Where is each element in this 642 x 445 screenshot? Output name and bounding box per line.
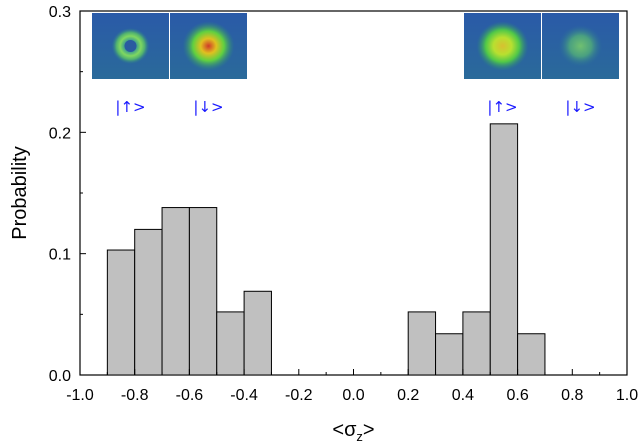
ring-center — [124, 40, 137, 52]
inset-image-0 — [92, 13, 169, 79]
histogram-bar-7 — [435, 333, 464, 376]
x-tick-label: 0.8 — [561, 387, 583, 404]
histogram-bar-0 — [106, 249, 136, 376]
x-tick-label: 0.6 — [506, 387, 528, 404]
state-image-insets: |↑> |↓> |↑> |↓> — [92, 13, 619, 116]
histogram-bar-1 — [134, 228, 163, 376]
y-axis-title: Probability — [9, 146, 31, 239]
x-tick-label: -0.4 — [230, 387, 258, 404]
histogram-bar-8 — [462, 311, 491, 376]
inset-image-3 — [542, 13, 619, 79]
spin-state-label: |↓> — [193, 98, 223, 116]
y-tick-label: 0.3 — [49, 4, 71, 21]
y-axis-ticks: 0.0 0.1 0.2 0.3 — [49, 4, 86, 385]
x-tick-label: 0.0 — [342, 387, 364, 404]
spin-state-label: |↓> — [565, 98, 595, 116]
inset-image-2 — [464, 13, 541, 79]
inset-image-1 — [170, 13, 247, 79]
atom-cloud-spot — [476, 21, 529, 71]
x-tick-label: 0.4 — [452, 387, 474, 404]
spin-state-label: |↑> — [487, 98, 517, 116]
spin-state-label: |↑> — [115, 98, 145, 116]
histogram-bars — [106, 123, 546, 376]
histogram-bar-2 — [161, 207, 190, 376]
y-tick-label: 0.1 — [49, 247, 71, 264]
x-tick-label: -0.8 — [121, 387, 149, 404]
histogram-bar-5 — [243, 290, 272, 376]
histogram-bar-4 — [216, 311, 245, 376]
x-axis-ticks: -1.0 -0.8 -0.6 -0.4 -0.2 0.0 0.2 0.4 0.6 0.8 1.0 — [66, 369, 638, 404]
x-tick-label: -1.0 — [66, 387, 94, 404]
x-tick-label: 0.2 — [397, 387, 419, 404]
x-axis-title: <σz> — [332, 419, 374, 444]
atom-cloud-spot — [558, 25, 603, 67]
y-tick-label: 0.2 — [49, 125, 71, 142]
histogram-bar-9 — [489, 123, 519, 376]
x-tick-label: -0.2 — [285, 387, 313, 404]
histogram-bar-6 — [407, 311, 437, 376]
x-tick-label: 1.0 — [616, 387, 638, 404]
atom-cloud-spot — [182, 21, 235, 71]
x-tick-label: -0.6 — [176, 387, 204, 404]
histogram-bar-10 — [517, 333, 546, 376]
y-tick-label: 0.0 — [49, 368, 71, 385]
histogram-bar-3 — [188, 207, 218, 376]
